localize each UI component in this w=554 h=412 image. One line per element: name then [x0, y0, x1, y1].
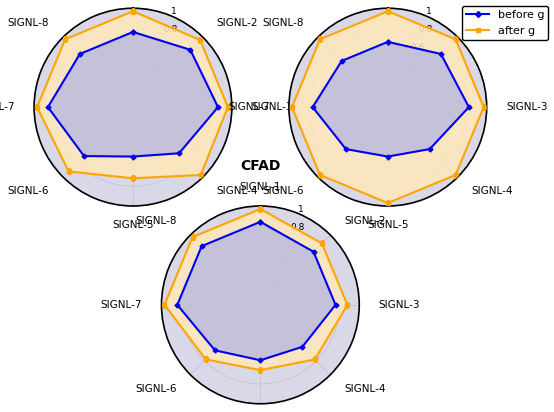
- Polygon shape: [292, 11, 484, 203]
- Polygon shape: [37, 11, 228, 178]
- Title: CFAD: CFAD: [240, 159, 280, 173]
- Polygon shape: [177, 222, 336, 360]
- Polygon shape: [312, 42, 469, 157]
- Polygon shape: [48, 32, 218, 157]
- Polygon shape: [165, 209, 347, 370]
- Legend: before g, after g: before g, after g: [462, 5, 548, 40]
